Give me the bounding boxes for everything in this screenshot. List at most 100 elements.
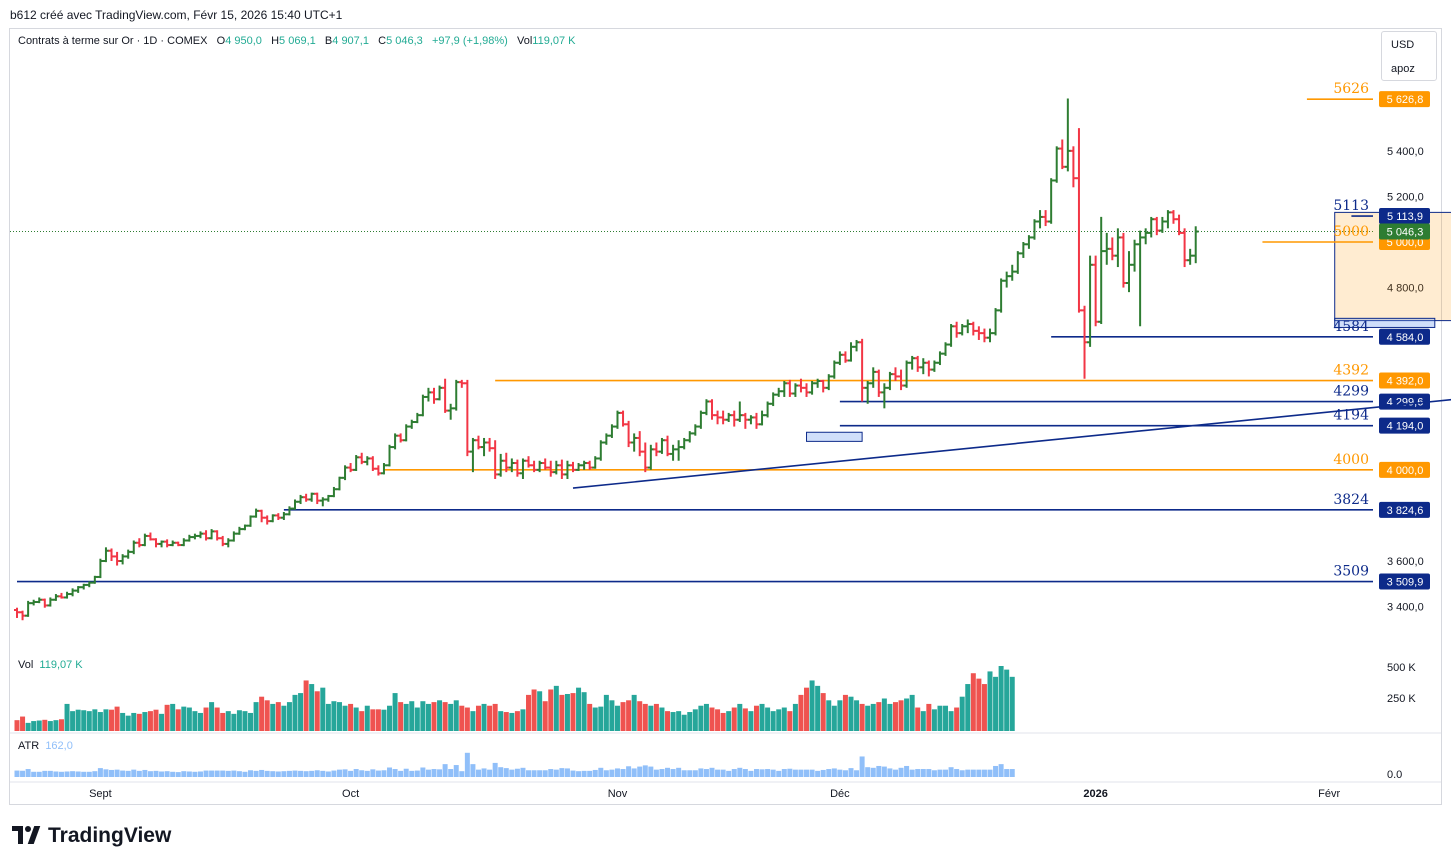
atr-bar xyxy=(931,770,937,777)
atr-bar xyxy=(453,765,459,777)
volume-bar xyxy=(314,691,320,731)
y-tick-label: 5 400,0 xyxy=(1387,146,1424,158)
atr-bar xyxy=(259,769,265,777)
volume-bar xyxy=(70,711,76,731)
volume-bar xyxy=(926,703,932,731)
volume-bar xyxy=(398,702,404,731)
volume-bar xyxy=(470,711,476,731)
volume-bar xyxy=(81,710,87,731)
volume-bar xyxy=(86,711,92,731)
volume-bar xyxy=(759,703,765,731)
high-value: 5 069,1 xyxy=(279,35,316,47)
atr-bar xyxy=(626,766,632,777)
volume-bar xyxy=(909,694,915,731)
y-tick-label: 3 600,0 xyxy=(1387,556,1424,568)
atr-legend[interactable]: ATR 162,0 xyxy=(18,740,73,752)
atr-bar xyxy=(759,769,765,777)
level-text: 5626 xyxy=(1333,81,1369,97)
volume-bar xyxy=(715,709,721,731)
volume-bar xyxy=(242,711,248,731)
volume-bar xyxy=(648,705,654,731)
atr-bar xyxy=(392,769,398,777)
atr-bar xyxy=(703,769,709,777)
atr-bar xyxy=(587,770,593,777)
atr-bar xyxy=(309,770,315,777)
atr-bar xyxy=(709,767,715,777)
atr-bar xyxy=(648,766,654,777)
level-price-tag xyxy=(1379,573,1430,590)
atr-bar xyxy=(526,770,532,777)
level-text: 3509 xyxy=(1333,564,1369,580)
volume-bar xyxy=(370,709,376,731)
tradingview-logo[interactable]: TradingView xyxy=(12,824,171,848)
atr-bar xyxy=(620,769,626,777)
currency-unit-selector[interactable]: USD apoz xyxy=(1381,31,1437,81)
volume-bar xyxy=(820,693,826,731)
level-text: 4000 xyxy=(1333,452,1369,468)
volume-bar xyxy=(192,711,198,731)
volume-bar xyxy=(414,707,420,731)
atr-bar xyxy=(970,769,976,777)
y-tick-label: 5 200,0 xyxy=(1387,191,1424,203)
trendline xyxy=(572,398,1451,489)
volume-bar xyxy=(931,709,937,731)
atr-bar xyxy=(753,769,759,777)
atr-bar xyxy=(431,769,437,777)
atr-bar xyxy=(359,770,365,777)
volume-bar xyxy=(197,712,203,731)
atr-bar xyxy=(831,768,837,777)
volume-bar xyxy=(881,698,887,731)
volume-bar xyxy=(542,701,548,731)
volume-bar xyxy=(225,711,231,731)
volume-bar xyxy=(209,702,215,731)
volume-bar xyxy=(870,703,876,731)
volume-bar xyxy=(653,703,659,731)
volume-bar xyxy=(592,707,598,731)
volume-bar xyxy=(459,705,465,731)
volume-bar xyxy=(954,707,960,731)
volume-bar xyxy=(31,721,37,731)
volume-bar xyxy=(464,707,470,731)
atr-bar xyxy=(125,770,131,777)
atr-pane-value: 162,0 xyxy=(45,740,73,752)
close-label: C xyxy=(378,35,387,47)
atr-bar xyxy=(642,765,648,777)
atr-bar xyxy=(770,769,776,777)
atr-bar xyxy=(509,769,515,777)
atr-bar xyxy=(170,771,176,777)
level-text: 4584 xyxy=(1333,319,1369,335)
atr-bar xyxy=(609,769,615,777)
atr-bar xyxy=(36,771,42,777)
atr-bar xyxy=(336,769,342,777)
atr-bar xyxy=(236,771,242,777)
atr-bar xyxy=(854,770,860,777)
atr-bar xyxy=(387,767,393,777)
volume-bar xyxy=(698,705,704,731)
volume-bar xyxy=(381,709,387,731)
atr-bar xyxy=(659,769,665,777)
volume-bar xyxy=(231,713,237,731)
atr-bar xyxy=(531,770,537,777)
volume-bar xyxy=(42,719,48,731)
volume-bar xyxy=(570,693,576,731)
atr-bar xyxy=(520,767,526,777)
symbol-legend[interactable]: Contrats à terme sur Or · 1D · COMEX O4 … xyxy=(18,35,576,47)
atr-bar xyxy=(548,769,554,777)
volume-bar xyxy=(348,703,354,731)
atr-bar xyxy=(503,768,509,777)
atr-bar xyxy=(114,769,120,777)
volume-bar xyxy=(709,707,715,731)
atr-bar xyxy=(776,770,782,777)
atr-bar xyxy=(614,768,620,777)
y-tick-label: 4 800,0 xyxy=(1387,283,1424,295)
volume-bar xyxy=(409,701,415,731)
atr-bar xyxy=(203,770,209,777)
atr-bar xyxy=(414,770,420,777)
volume-bar xyxy=(425,703,431,731)
volume-tick-label: 500 K xyxy=(1387,662,1416,674)
atr-bar xyxy=(809,769,815,777)
atr-bar xyxy=(631,768,637,777)
volume-legend[interactable]: Vol 119,07 K xyxy=(18,659,83,671)
volume-bar xyxy=(631,694,637,731)
